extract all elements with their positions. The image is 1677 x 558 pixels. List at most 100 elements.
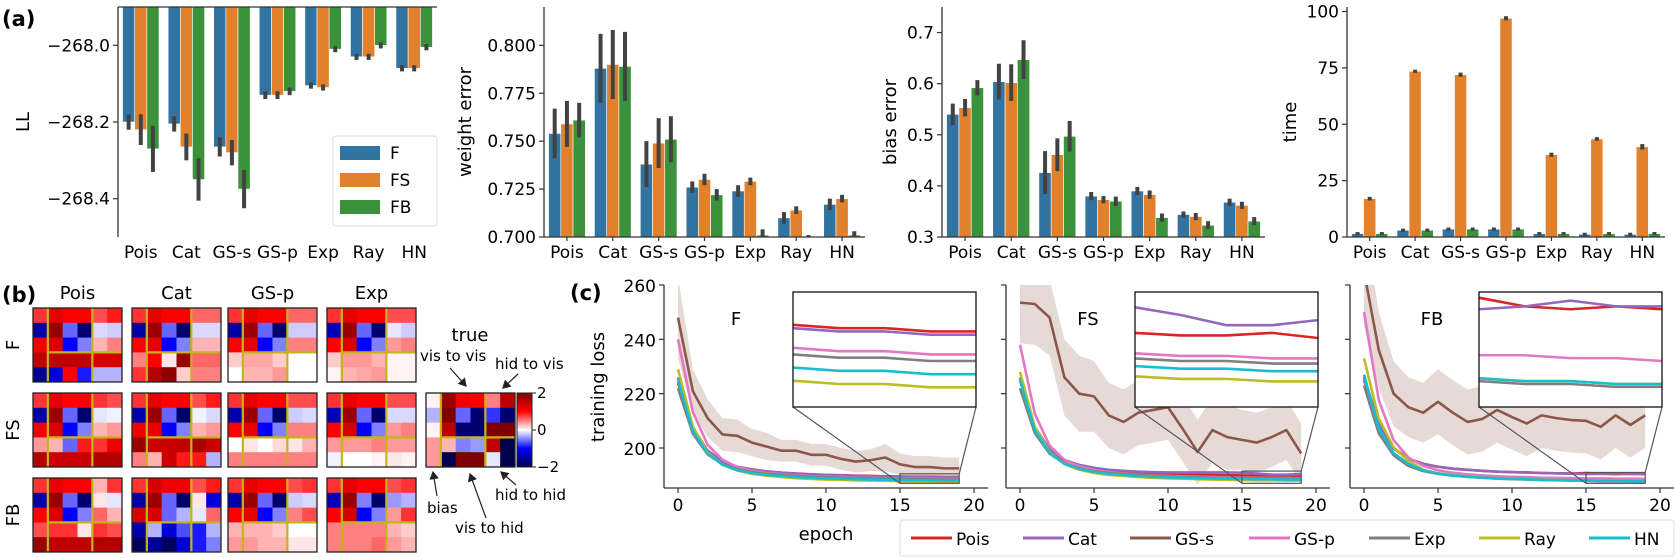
heatmap-cell — [146, 452, 163, 468]
heatmap-cell — [146, 322, 163, 338]
heatmap-cell — [161, 437, 177, 453]
heatmap-cell — [327, 492, 343, 508]
heatmap-cell — [356, 337, 372, 353]
heatmap-F-Pois — [32, 307, 123, 383]
legend-training-loss: Pois Cat GS-s GS-p Exp Ray HN — [899, 519, 1675, 557]
x-tick-label: Pois — [1353, 243, 1387, 263]
heatmap-cell — [62, 537, 78, 553]
heatmap-cell — [132, 507, 148, 523]
heatmap-cell — [302, 492, 318, 508]
bar-F-Cat — [992, 81, 1006, 237]
heatmap-cell — [401, 452, 417, 468]
heatmap-FB-Cat — [131, 477, 222, 553]
heatmap-cell — [228, 352, 244, 368]
x-tick-label: Exp — [1536, 243, 1568, 263]
heatmap-cell — [401, 322, 417, 338]
heatmap-cell — [401, 367, 417, 383]
heatmap-cell — [47, 337, 64, 353]
heatmap-cell — [386, 393, 402, 409]
heatmap-cell — [47, 492, 64, 508]
heatmap-cell — [33, 537, 49, 553]
heatmap-frame — [131, 307, 222, 383]
heatmap-frame — [131, 477, 222, 553]
y-tick-label: −268.0 — [47, 36, 110, 56]
panel-label-a: (a) — [2, 7, 35, 31]
heatmap-cell — [47, 437, 64, 453]
heatmap-cell — [132, 393, 148, 409]
heatmap-cell — [33, 407, 49, 423]
legend-swatch-F — [340, 146, 380, 160]
heatmap-cell — [107, 352, 123, 368]
x-tick-label: 20 — [1649, 496, 1671, 516]
heatmap-cell — [287, 308, 303, 324]
y-tick-label: 0.725 — [487, 180, 536, 200]
row-label: FB — [3, 504, 24, 527]
heatmap-cell — [33, 522, 49, 538]
bar-FB-GS-p — [710, 194, 724, 237]
heatmap-cell — [386, 452, 402, 468]
bar-FS-Exp — [743, 181, 757, 237]
heatmap-cell — [191, 492, 207, 508]
x-tick-label: 0 — [1015, 496, 1026, 516]
heatmap-cell — [47, 407, 64, 423]
heatmap-cell — [228, 507, 244, 523]
x-tick-label: Ray — [1581, 243, 1613, 263]
heatmap-cell — [62, 337, 78, 353]
heatmap-cell — [176, 407, 192, 423]
heatmap-cell — [356, 367, 372, 383]
bar-FS-GS-p — [698, 179, 711, 237]
heatmap-cell — [426, 393, 442, 409]
heatmap-cell — [401, 352, 417, 368]
heatmap-cell — [161, 393, 177, 409]
heatmap-cell — [77, 367, 93, 383]
heatmap-cell — [176, 422, 192, 438]
heatmap-cell — [206, 322, 222, 338]
heatmap-cell — [242, 322, 259, 338]
heatmap-cell — [371, 522, 387, 538]
bar-FS-HN — [1235, 205, 1249, 237]
plot-area — [1362, 285, 1646, 483]
subplot-title: F — [731, 309, 741, 330]
heatmap-cell — [341, 367, 358, 383]
subplot-title: FS — [1077, 309, 1098, 330]
panel-label-c: (c) — [570, 281, 602, 305]
heatmap-cell — [257, 308, 273, 324]
heatmap-cell — [206, 407, 222, 423]
heatmap-cell — [62, 367, 78, 383]
heatmap-cell — [176, 492, 192, 508]
heatmap-cell — [257, 492, 273, 508]
heatmap-cell — [161, 522, 177, 538]
heatmap-cell — [356, 422, 372, 438]
band-GS-s — [678, 285, 960, 480]
heatmap-cell — [272, 308, 288, 324]
heatmap-cell — [161, 308, 177, 324]
heatmap-F-Exp — [326, 307, 417, 383]
plot-area — [122, 7, 433, 209]
heatmap-cell — [191, 507, 207, 523]
heatmap-cell — [107, 522, 123, 538]
heatmap-cell — [386, 537, 402, 553]
heatmap-cell — [107, 308, 123, 324]
line-GS-s — [1019, 301, 1303, 455]
heatmap-cell — [228, 492, 244, 508]
heatmap-true — [425, 392, 516, 468]
heatmap-cell — [401, 407, 417, 423]
heatmap-cell — [146, 507, 163, 523]
heatmap-cell — [426, 452, 442, 468]
y-tick-label: 0.750 — [487, 132, 536, 152]
heatmap-cell — [257, 407, 273, 423]
zoom-connector — [1478, 406, 1587, 484]
heatmap-cell — [386, 437, 402, 453]
inset-F — [792, 291, 977, 408]
y-tick-label: 0.700 — [487, 228, 536, 248]
heatmap-cell — [470, 393, 486, 409]
heatmap-cell — [287, 393, 303, 409]
heatmap-cell — [176, 337, 192, 353]
inset-line-Exp — [1479, 379, 1662, 389]
heatmap-cell — [440, 452, 457, 468]
heatmap-frame — [227, 307, 318, 383]
bar-FB-GS-p — [283, 7, 297, 92]
heatmap-cell — [401, 478, 417, 494]
heatmap-cell — [33, 422, 49, 438]
